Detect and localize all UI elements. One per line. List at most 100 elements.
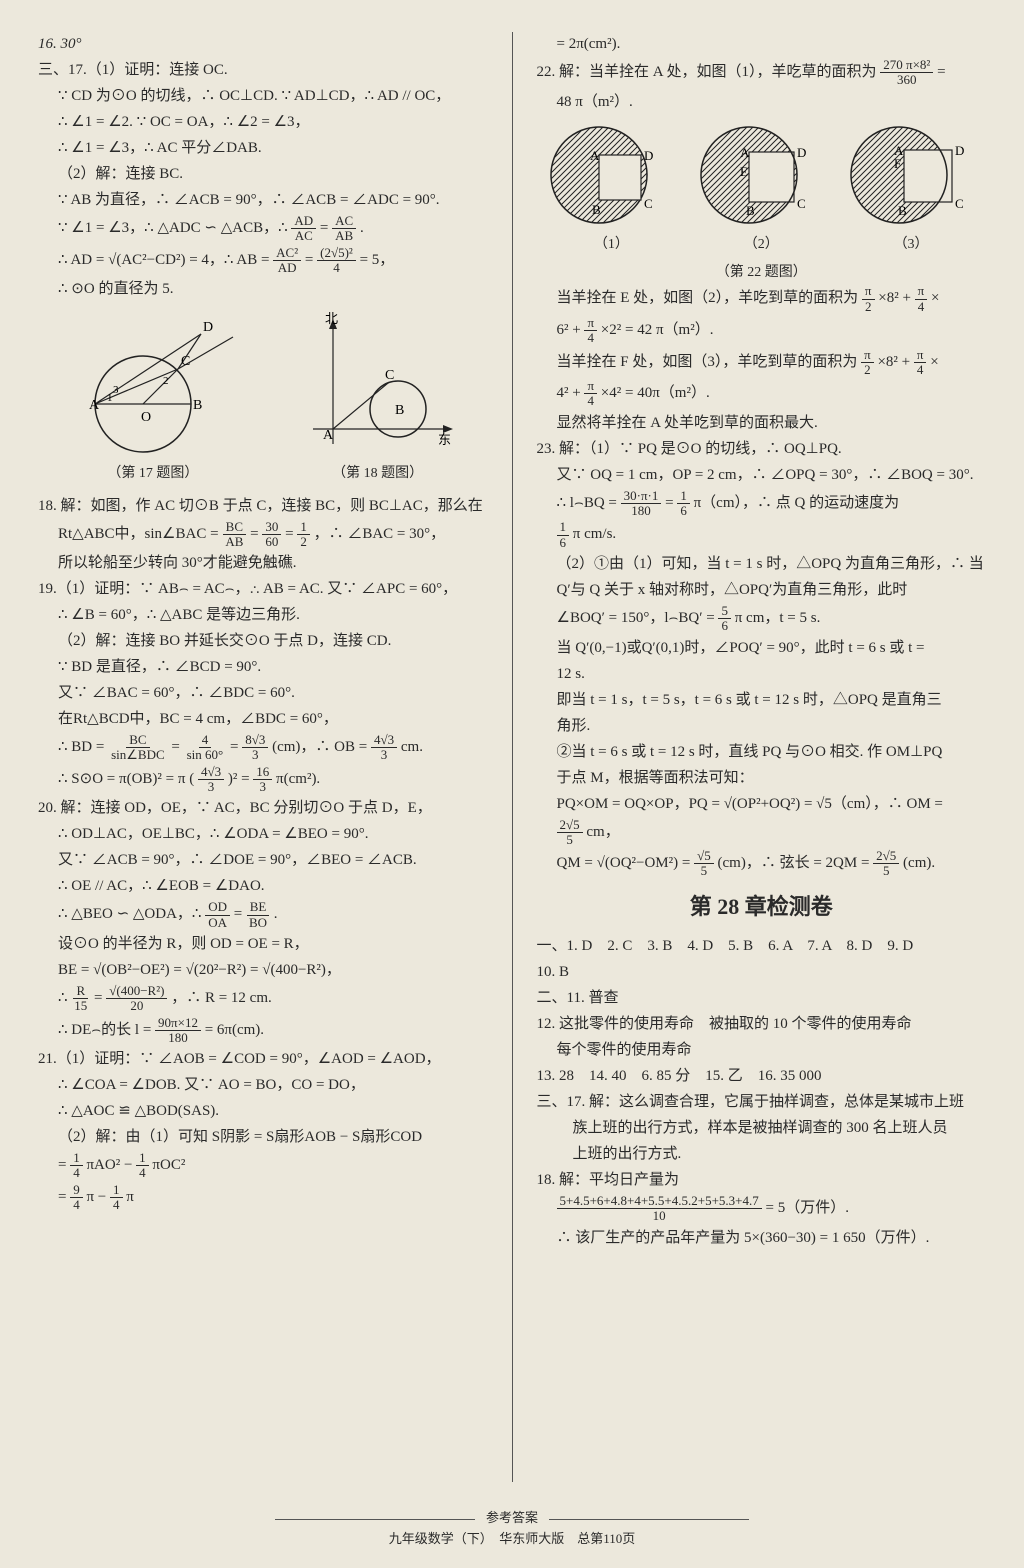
p22-5: 当羊拴在 F 处，如图（3），羊吃到草的面积为 π2 ×8² + π4 × [537,348,987,378]
figure-18: A B C 北 东 （第 18 题图） [293,309,463,485]
p19-5: 又∵ ∠BAC = 60°，∴ ∠BDC = 60°. [38,681,488,705]
figure-22-3: A D F B C （3） [844,120,979,256]
p17-7: ∴ AD = √(AC²−CD²) = 4，∴ AB = AC²AD = (2√… [38,246,488,276]
svg-text:D: D [797,145,806,160]
ch28-6c: 上班的出行方式. [537,1142,987,1166]
svg-text:B: B [746,203,755,218]
problem-16: 16. 30° [38,32,488,56]
p23-14: QM = √(OQ²−OM²) = √55 (cm)，∴ 弦长 = 2QM = … [537,849,987,879]
p22-4: 6² + π4 ×2² = 42 π（m²）. [537,316,987,346]
p23-11: 于点 M，根据等面积法可知： [537,766,987,790]
svg-text:A: A [323,428,334,443]
p23-8: 当 Q′(0,−1)或Q′(0,1)时，∠POQ′ = 90°，此时 t = 6… [537,636,987,660]
p17-1: ∵ CD 为⊙O 的切线，∴ OC⊥CD. ∵ AD⊥CD，∴ AD // OC… [38,84,488,108]
page-footer: 参考答案 九年级数学（下） 华东师大版 总第110页 [0,1508,1024,1550]
svg-text:C: C [181,354,190,369]
p20-6: 设⊙O 的半径为 R，则 OD = OE = R， [38,932,488,956]
p23-9b: 角形. [537,714,987,738]
svg-text:B: B [395,403,404,418]
column-divider [512,32,513,1482]
p22-3: 当羊拴在 E 处，如图（2），羊吃到草的面积为 π2 ×8² + π4 × [537,284,987,314]
svg-text:O: O [141,410,151,425]
p23-5: （2）①由（1）可知，当 t = 1 s 时，△OPQ 为直角三角形，∴ 当 [537,552,987,576]
p19-7: ∴ BD = BCsin∠BDC = 4sin 60° = 8√33 (cm)，… [38,733,488,763]
p20-7: BE = √(OB²−OE²) = √(20²−R²) = √(400−R²)， [38,958,488,982]
p17-4: （2）解：连接 BC. [38,162,488,186]
p23-8b: 12 s. [537,662,987,686]
fig22-1-label: （1） [544,234,679,256]
p23-1: 23. 解：（1）∵ PQ 是⊙O 的切线，∴ OQ⊥PQ. [537,437,987,461]
svg-text:C: C [797,196,806,211]
figure-22-1: A D B C （1） [544,120,679,256]
svg-text:C: C [955,196,964,211]
ch28-3: 二、11. 普查 [537,986,987,1010]
p19-1: 19.（1）证明：∵ AB⌢ = AC⌢，∴ AB = AC. 又∵ ∠APC … [38,577,488,601]
p23-12: PQ×OM = OQ×OP，PQ = √(OP²+OQ²) = √5（cm），∴… [537,792,987,816]
ch28-8: 5+4.5+6+4.8+4+5.5+4.5.2+5+5.3+4.710 = 5（… [537,1194,987,1224]
svg-text:1: 1 [107,392,113,404]
p21-2: ∴ ∠COA = ∠DOB. 又∵ AO = BO，CO = DO， [38,1073,488,1097]
svg-text:A: A [740,145,750,160]
p23-2: 又∵ OQ = 1 cm，OP = 2 cm，∴ ∠OPQ = 30°，∴ ∠B… [537,463,987,487]
p19-2: ∴ ∠B = 60°，∴ △ABC 是等边三角形. [38,603,488,627]
p17-6: ∵ ∠1 = ∠3，∴ △ADC ∽ △ACB，∴ ADAC = ACAB . [38,214,488,244]
p19-8: ∴ S⊙O = π(OB)² = π ( 4√33 )² = 163 π(cm²… [38,765,488,795]
p18-1: 18. 解：如图，作 AC 切⊙B 于点 C，连接 BC，则 BC⊥AC，那么在 [38,494,488,518]
p17-2: ∴ ∠1 = ∠2. ∵ OC = OA，∴ ∠2 = ∠3， [38,110,488,134]
p23-10: ②当 t = 6 s 或 t = 12 s 时，直线 PQ 与⊙O 相交. 作 … [537,740,987,764]
svg-text:D: D [955,143,964,158]
svg-text:D: D [203,320,213,335]
p23-9: 即当 t = 1 s，t = 5 s，t = 6 s 或 t = 12 s 时，… [537,688,987,712]
svg-text:东: 东 [438,432,451,447]
p19-3: （2）解：连接 BO 并延长交⊙O 于点 D，连接 CD. [38,629,488,653]
p23-13: 2√55 cm， [537,818,987,848]
svg-text:A: A [590,148,600,163]
p17-8: ∴ ⊙O 的直径为 5. [38,277,488,301]
chapter-28-title: 第 28 章检测卷 [537,889,987,924]
figure-17: A O B C D 1 3 2 （第 17 题图） [63,309,243,485]
p21-4: （2）解：由（1）可知 S阴影 = S扇形AOB − S扇形COD [38,1125,488,1149]
p22-1: 22. 解：当羊拴在 A 处，如图（1），羊吃草的面积为 270 π×8²360… [537,58,987,88]
p18-2: Rt△ABC中，sin∠BAC = BCAB = 3060 = 12 ，∴ ∠B… [38,520,488,550]
r-top: = 2π(cm²). [537,32,987,56]
figures-17-18: A O B C D 1 3 2 （第 17 题图） [38,309,488,485]
fig22-caption: （第 22 题图） [537,262,987,284]
p22-6: 4² + π4 ×4² = 40π（m²）. [537,379,987,409]
svg-text:F: F [894,156,901,171]
p22-2: 48 π（m²）. [537,90,987,114]
ch28-9: ∴ 该厂生产的产品年产量为 5×(360−30) = 1 650（万件）. [537,1226,987,1250]
right-column: = 2π(cm²). 22. 解：当羊拴在 A 处，如图（1），羊吃草的面积为 … [537,32,987,1482]
p19-6: 在Rt△BCD中，BC = 4 cm，∠BDC = 60°， [38,707,488,731]
p20-3: 又∵ ∠ACB = 90°，∴ ∠DOE = 90°，∠BEO = ∠ACB. [38,848,488,872]
ch28-6: 三、17. 解：这么调查合理，它属于抽样调查，总体是某城市上班 [537,1090,987,1114]
two-column-layout: 16. 30° 三、17.（1）证明：连接 OC. ∵ CD 为⊙O 的切线，∴… [38,32,986,1482]
p17-3: ∴ ∠1 = ∠3，∴ AC 平分∠DAB. [38,136,488,160]
p22-7: 显然将羊拴在 A 处羊吃到草的面积最大. [537,411,987,435]
svg-text:B: B [898,203,907,218]
p20-5: ∴ △BEO ∽ △ODA，∴ ODOA = BEBO . [38,900,488,930]
p18-3: 所以轮船至少转向 30°才能避免触礁. [38,551,488,575]
svg-text:B: B [592,202,601,217]
p23-7: ∠BOQ′ = 150°，l⌢BQ′ = 56 π cm，t = 5 s. [537,604,987,634]
fig22-2-label: （2） [694,234,829,256]
ch28-5: 13. 28 14. 40 6. 85 分 15. 乙 16. 35 000 [537,1064,987,1088]
problem-17-start: 三、17.（1）证明：连接 OC. [38,58,488,82]
p20-1: 20. 解：连接 OD，OE，∵ AC，BC 分别切⊙O 于点 D，E， [38,796,488,820]
p20-2: ∴ OD⊥AC，OE⊥BC，∴ ∠ODA = ∠BEO = 90°. [38,822,488,846]
p20-8: ∴ R15 = √(400−R²)20 ，∴ R = 12 cm. [38,984,488,1014]
fig18-caption: （第 18 题图） [293,463,463,485]
p21-3: ∴ △AOC ≌ △BOD(SAS). [38,1099,488,1123]
ch28-4b: 每个零件的使用寿命 [537,1038,987,1062]
figure-22-2: A D E B C （2） [694,120,829,256]
p20-4: ∴ OE // AC，∴ ∠EOB = ∠DAO. [38,874,488,898]
ch28-1: 一、1. D 2. C 3. B 4. D 5. B 6. A 7. A 8. … [537,934,987,958]
svg-text:3: 3 [113,384,119,396]
svg-text:C: C [644,196,653,211]
p21-5: = 14 πAO² − 14 πOC² [38,1151,488,1181]
p19-4: ∵ BD 是直径，∴ ∠BCD = 90°. [38,655,488,679]
footer-subtitle: 九年级数学（下） 华东师大版 总第110页 [0,1529,1024,1550]
p20-9: ∴ DE⌢的长 l = 90π×12180 = 6π(cm). [38,1016,488,1046]
p21-1: 21.（1）证明：∵ ∠AOB = ∠COD = 90°，∠AOD = ∠AOD… [38,1047,488,1071]
svg-text:D: D [644,148,653,163]
p23-3: ∴ l⌢BQ = 30·π·1180 = 16 π（cm），∴ 点 Q 的运动速… [537,489,987,519]
